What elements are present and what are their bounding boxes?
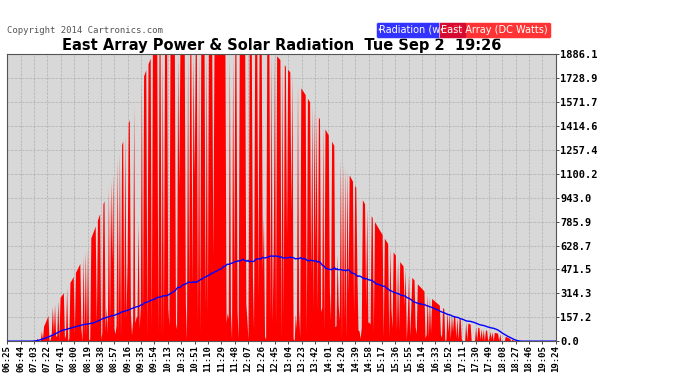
Title: East Array Power & Solar Radiation  Tue Sep 2  19:26: East Array Power & Solar Radiation Tue S… <box>62 38 501 53</box>
Legend: East Array (DC Watts): East Array (DC Watts) <box>439 22 551 38</box>
Text: Copyright 2014 Cartronics.com: Copyright 2014 Cartronics.com <box>7 26 163 35</box>
